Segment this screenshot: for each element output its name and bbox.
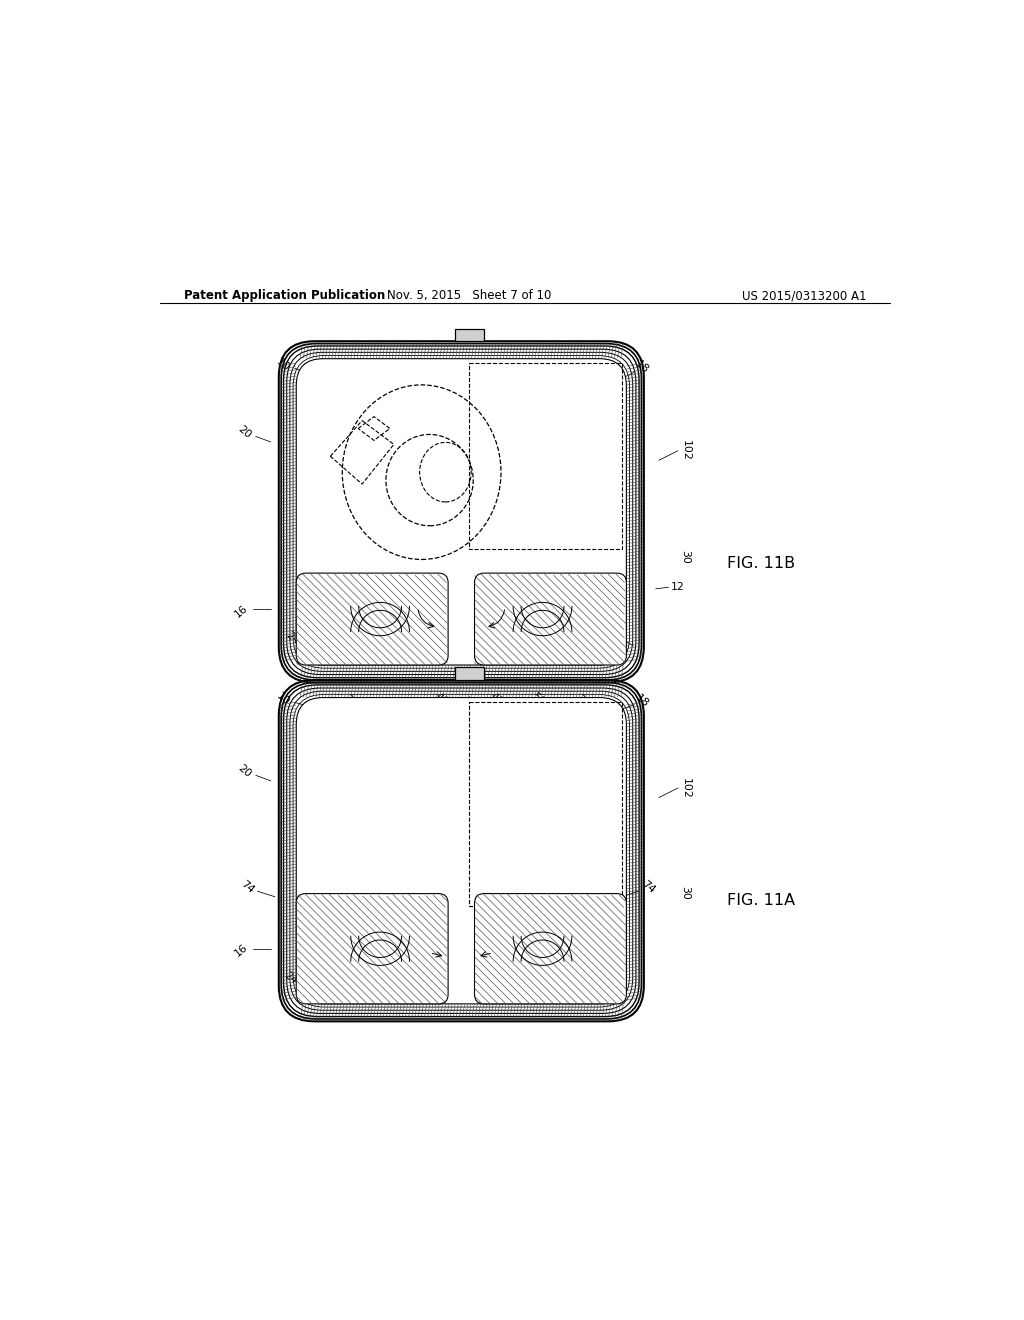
Text: 40: 40 (433, 356, 450, 374)
Text: 16: 16 (233, 942, 250, 958)
Text: 70: 70 (449, 561, 466, 578)
Text: 10: 10 (274, 356, 291, 374)
Text: 22: 22 (342, 360, 358, 376)
Bar (455, 329, 483, 342)
Text: 19: 19 (449, 969, 466, 986)
Text: 72: 72 (332, 561, 349, 578)
Text: 10: 10 (274, 690, 291, 708)
Text: FIG. 11B: FIG. 11B (727, 556, 796, 572)
Text: 30: 30 (680, 886, 690, 900)
FancyBboxPatch shape (296, 573, 449, 665)
Text: 48: 48 (488, 690, 506, 708)
Text: 30: 30 (680, 550, 690, 564)
Text: 102: 102 (681, 777, 691, 799)
Text: 24: 24 (284, 630, 301, 647)
Text: 56: 56 (301, 775, 314, 785)
Text: 102: 102 (681, 441, 691, 461)
Text: 46: 46 (529, 630, 547, 647)
Text: 72: 72 (501, 886, 517, 903)
Text: 19: 19 (452, 630, 468, 647)
Text: 12: 12 (671, 582, 685, 593)
Text: 58: 58 (563, 969, 581, 986)
Text: 46: 46 (496, 969, 513, 986)
Text: 22: 22 (342, 693, 358, 710)
Text: Nov. 5, 2015   Sheet 7 of 10: Nov. 5, 2015 Sheet 7 of 10 (387, 289, 552, 302)
FancyBboxPatch shape (296, 359, 627, 665)
Text: 32: 32 (574, 359, 591, 376)
Text: 24: 24 (283, 969, 299, 986)
Text: 14: 14 (378, 446, 394, 462)
FancyBboxPatch shape (474, 573, 627, 665)
Text: 72: 72 (332, 886, 349, 903)
Text: FIG. 11A: FIG. 11A (727, 894, 796, 908)
Text: 34: 34 (609, 630, 626, 647)
Text: 74: 74 (639, 879, 656, 895)
Text: 62: 62 (570, 822, 585, 832)
Bar (455, 668, 483, 680)
Text: 46: 46 (352, 630, 369, 647)
Text: Patent Application Publication: Patent Application Publication (183, 289, 385, 302)
Text: 48: 48 (507, 356, 523, 374)
Text: 40: 40 (433, 690, 450, 708)
Text: US 2015/0313200 A1: US 2015/0313200 A1 (741, 289, 866, 302)
FancyBboxPatch shape (296, 894, 449, 1005)
Text: 18: 18 (634, 693, 650, 709)
FancyBboxPatch shape (296, 697, 627, 1005)
Text: 34: 34 (600, 969, 616, 986)
Text: 20: 20 (237, 763, 253, 780)
Text: 52: 52 (317, 969, 334, 986)
Text: 16: 16 (233, 603, 250, 619)
Text: 20: 20 (237, 424, 253, 441)
Text: 18: 18 (634, 359, 650, 376)
Text: 70: 70 (449, 886, 466, 903)
Text: 74: 74 (350, 969, 368, 986)
FancyBboxPatch shape (474, 894, 627, 1005)
Text: 58: 58 (529, 690, 547, 708)
Text: 74: 74 (239, 879, 256, 895)
Text: 74: 74 (529, 969, 546, 986)
Text: 46: 46 (385, 969, 401, 986)
Text: 32: 32 (574, 693, 591, 709)
